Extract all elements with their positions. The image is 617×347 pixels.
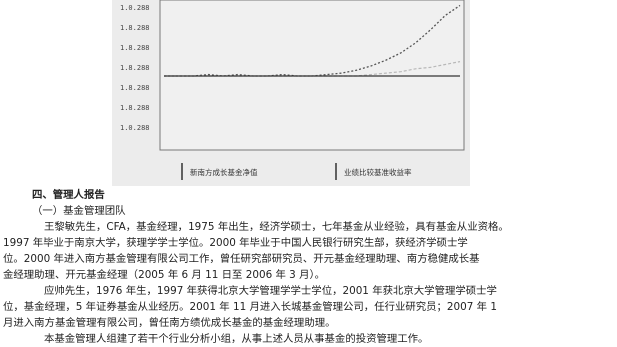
paragraph-line: 金经理助理、开元基金经理（2005 年 6 月 11 日至 2006 年 3 月… <box>3 269 326 281</box>
y-tick-label: 1.0.288 <box>120 4 150 12</box>
line-chart <box>159 0 465 180</box>
chart-image: 1.0.288 1.8.288 1.8.288 1.8.288 1.8.288 1.8.2… <box>112 0 470 186</box>
legend-item-fund: 新南方成长基金净值 <box>190 168 258 177</box>
y-tick-label: 1.8.288 <box>120 104 150 112</box>
y-tick-label: 1.8.288 <box>120 64 150 72</box>
section-title: 四、管理人报告 <box>32 189 105 201</box>
legend-item-benchmark: 业绩比较基准收益率 <box>344 168 412 177</box>
paragraph-line: 应帅先生，1976 年生，1997 年获得北京大学管理学学士学位，2001 年获… <box>44 285 497 297</box>
subsection-title: （一）基金管理团队 <box>32 205 126 217</box>
y-tick-label: 1.8.288 <box>120 44 150 52</box>
paragraph-line: 位，基金经理，5 年证券基金从业经历。2001 年 11 月进入长城基金管理公司… <box>3 301 497 313</box>
y-tick-label: 1.8.288 <box>120 24 150 32</box>
series-group <box>164 4 461 77</box>
paragraph-line: 王黎敏先生，CFA，基金经理，1975 年出生，经济学硕士，七年基金从业经验，具… <box>44 221 509 233</box>
paragraph-line: 月进入南方基金管理有限公司，曾任南方绩优成长基金的基金经理助理。 <box>3 317 336 329</box>
paragraph-line: 本基金管理人组建了若干个行业分析小组，从事上述人员从事基金的投资管理工作。 <box>44 333 429 345</box>
paragraph-line: 1997 年毕业于南京大学，获理学学士学位。2000 年毕业于中国人民银行研究生… <box>3 237 468 249</box>
y-tick-label: 1.8.288 <box>120 84 150 92</box>
paragraph-line: 位。2000 年进入南方基金管理有限公司工作，曾任研究部研究员、开元基金经理助理… <box>3 253 480 265</box>
y-tick-label: 1.0.288 <box>120 124 150 132</box>
plot-area <box>159 0 465 151</box>
